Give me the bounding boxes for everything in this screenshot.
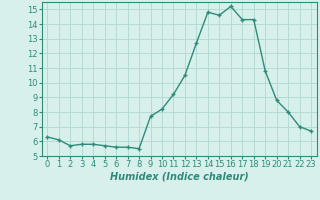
X-axis label: Humidex (Indice chaleur): Humidex (Indice chaleur): [110, 172, 249, 182]
